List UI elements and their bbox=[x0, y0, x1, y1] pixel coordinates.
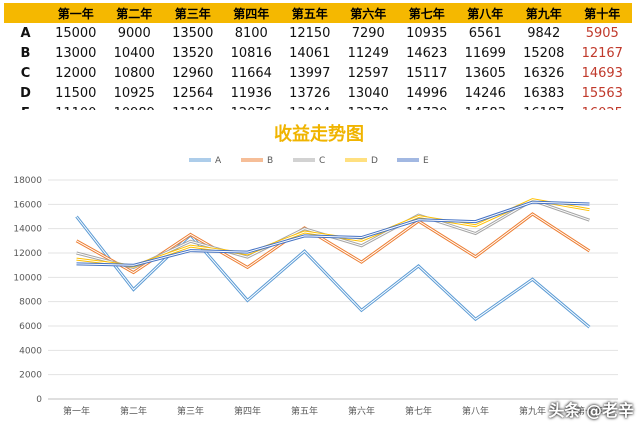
table-header-cell: 第二年 bbox=[104, 3, 164, 23]
table-cell: 12167 bbox=[581, 45, 623, 61]
table-cell: 12564 bbox=[172, 85, 214, 101]
series-line-inner bbox=[76, 213, 590, 274]
y-tick-label: 12000 bbox=[13, 249, 42, 259]
table-cell: 11500 bbox=[55, 85, 97, 101]
legend-label: A bbox=[215, 156, 222, 166]
x-tick-label: 第四年 bbox=[234, 405, 261, 417]
x-tick-label: 第二年 bbox=[120, 405, 147, 417]
table-cell: 15208 bbox=[523, 45, 565, 61]
line-chart: 0 2000 4000 6000 8000 10000 12000 14000 16000 180… bbox=[13, 156, 618, 417]
table-cell: 6561 bbox=[468, 25, 502, 41]
table-cell: 14246 bbox=[464, 85, 506, 101]
table-cell: 16383 bbox=[523, 85, 565, 101]
table-cell: 15117 bbox=[406, 65, 448, 81]
table-header-cell: 第七年 bbox=[397, 3, 457, 23]
table-header-cell: 第六年 bbox=[338, 3, 398, 23]
table-cell: 10400 bbox=[113, 45, 155, 61]
row-label: C bbox=[20, 65, 31, 81]
table-cell: 14693 bbox=[581, 65, 623, 81]
table-cell: 5905 bbox=[585, 25, 619, 41]
table-cell: 9842 bbox=[527, 25, 561, 41]
table-header-row: 第一年 第二年 第三年 第四年 第五年 第六年 第七年 第八年 第九年 第十年 bbox=[4, 3, 632, 23]
table-cell: 13040 bbox=[347, 85, 389, 101]
chart-title: 收益走势图 bbox=[274, 124, 364, 145]
x-tick-label: 第三年 bbox=[177, 405, 204, 417]
row-label: D bbox=[20, 85, 31, 101]
table-cell: 16326 bbox=[523, 65, 565, 81]
x-tick-label: 第一年 bbox=[63, 405, 90, 417]
x-tick-label: 第九年 bbox=[519, 405, 546, 417]
series-line-inner bbox=[76, 201, 590, 266]
y-tick-label: 14000 bbox=[13, 225, 42, 235]
table-header-cell: 第三年 bbox=[163, 3, 223, 23]
x-tick-label: 第十年 bbox=[576, 405, 603, 417]
x-tick-label: 第七年 bbox=[405, 405, 432, 417]
table-cell: 7290 bbox=[351, 25, 385, 41]
legend-label: E bbox=[423, 156, 429, 166]
table-cell: 10935 bbox=[406, 25, 448, 41]
table-cell: 10925 bbox=[113, 85, 155, 101]
series-line-inner bbox=[76, 216, 590, 328]
table-cell: 13000 bbox=[55, 45, 97, 61]
table-cell: 8100 bbox=[234, 25, 268, 41]
x-tick-label: 第五年 bbox=[291, 405, 318, 417]
table-cell: 12000 bbox=[55, 65, 97, 81]
table-row: A 15000 9000 13500 8100 12150 7290 10935… bbox=[5, 23, 632, 44]
table-cell: 15000 bbox=[55, 25, 97, 41]
table-cell: 13520 bbox=[172, 45, 214, 61]
y-tick-label: 18000 bbox=[13, 176, 42, 186]
series-line bbox=[75, 215, 591, 329]
table-cell: 12597 bbox=[347, 65, 389, 81]
table-header-cell: 第四年 bbox=[221, 3, 281, 23]
table-header-cell: 第九年 bbox=[514, 3, 574, 23]
table-cell: 12960 bbox=[172, 65, 214, 81]
y-tick-label: 6000 bbox=[19, 322, 42, 332]
table-cell: 14623 bbox=[406, 45, 448, 61]
table-cell: 15563 bbox=[581, 85, 623, 101]
table-header-cell bbox=[4, 3, 47, 23]
table-row: C 12000 10800 12960 11664 13997 12597 15… bbox=[5, 63, 632, 83]
y-tick-label: 10000 bbox=[13, 273, 42, 283]
y-tick-label: 2000 bbox=[19, 371, 42, 381]
table-cell: 12150 bbox=[289, 25, 331, 41]
row-label: A bbox=[20, 25, 31, 41]
y-tick-label: 16000 bbox=[13, 200, 42, 210]
table-cell: 14061 bbox=[289, 45, 331, 61]
table-header-cell: 第一年 bbox=[46, 3, 106, 23]
x-tick-label: 第六年 bbox=[348, 405, 375, 417]
table-cell: 10816 bbox=[230, 45, 272, 61]
table-cell: 10800 bbox=[113, 65, 155, 81]
table-cell: 14996 bbox=[406, 85, 448, 101]
row-label: B bbox=[20, 45, 31, 61]
table-cell: 11936 bbox=[230, 85, 272, 101]
table-header-cell: 第十年 bbox=[572, 3, 632, 23]
table-row: B 13000 10400 13520 10816 14061 11249 14… bbox=[5, 43, 632, 63]
data-table: 第一年 第二年 第三年 第四年 第五年 第六年 第七年 第八年 第九年 第十年 … bbox=[4, 3, 632, 124]
y-tick-label: 0 bbox=[36, 395, 42, 405]
table-row: D 11500 10925 12564 11936 13726 13040 14… bbox=[5, 83, 632, 103]
y-tick-label: 4000 bbox=[19, 346, 42, 356]
table-header-cell: 第八年 bbox=[455, 3, 515, 23]
table-cell: 11664 bbox=[230, 65, 272, 81]
y-tick-label: 8000 bbox=[19, 298, 42, 308]
table-cell: 13997 bbox=[289, 65, 331, 81]
table-cell: 13726 bbox=[289, 85, 331, 101]
table-header-cell: 第五年 bbox=[280, 3, 340, 23]
x-tick-label: 第八年 bbox=[462, 405, 489, 417]
series-line bbox=[75, 212, 591, 275]
legend-label: C bbox=[319, 156, 325, 166]
table-cell: 9000 bbox=[117, 25, 151, 41]
watermark-text: 头条 @老辛 bbox=[548, 401, 634, 420]
legend-label: B bbox=[267, 156, 273, 166]
table-cell: 11249 bbox=[347, 45, 389, 61]
legend-label: D bbox=[371, 156, 378, 166]
table-cell: 13500 bbox=[172, 25, 214, 41]
table-cell: 13605 bbox=[464, 65, 506, 81]
chart-panel: 收益走势图 0 2000 4000 6000 8000 10000 12000 14000 16… bbox=[4, 110, 634, 422]
table-cell: 11699 bbox=[464, 45, 506, 61]
